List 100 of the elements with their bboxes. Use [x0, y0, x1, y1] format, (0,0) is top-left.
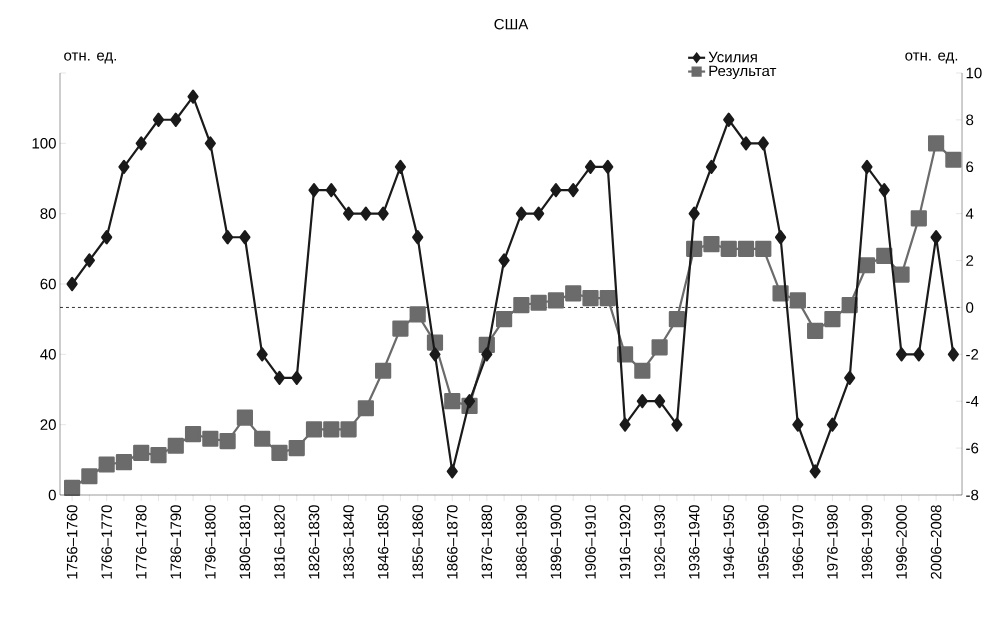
x-tick-label: 1916–1920	[619, 505, 631, 579]
point	[930, 230, 942, 245]
point	[305, 421, 323, 438]
point	[239, 230, 251, 245]
point	[222, 230, 234, 245]
point	[83, 253, 95, 268]
point	[584, 159, 597, 174]
point	[654, 394, 666, 409]
point	[858, 257, 876, 274]
point	[913, 347, 925, 362]
point	[688, 206, 700, 221]
point	[533, 206, 545, 221]
point	[515, 206, 527, 221]
x-tick-label: 1846–1850	[377, 505, 389, 579]
x-tick-label: 1776–1780	[135, 505, 147, 579]
point	[774, 230, 787, 245]
y-tick-label: 60	[40, 278, 56, 290]
point	[737, 240, 755, 257]
point	[98, 456, 115, 473]
point	[945, 151, 962, 168]
x-tick-label: 1896–1900	[550, 505, 562, 579]
y-tick-label: 40	[40, 349, 56, 360]
y2-tick-label: -6	[966, 442, 979, 454]
point	[202, 430, 219, 447]
point	[392, 320, 409, 337]
point	[755, 240, 772, 257]
y2-tick-label: 8	[966, 114, 974, 126]
point	[81, 468, 98, 485]
point	[927, 135, 945, 152]
legend-label: Усилия	[708, 51, 757, 63]
x-tick-label: 1886–1890	[516, 505, 527, 579]
y2-axis-title: отн. ед.	[905, 52, 958, 64]
x-tick-label: 1976–1980	[827, 505, 838, 579]
x-tick-label: 1856–1860	[412, 505, 423, 579]
y2-tick-label: 6	[966, 161, 974, 173]
point	[636, 394, 648, 409]
point	[809, 464, 821, 479]
point	[357, 400, 374, 417]
point	[444, 393, 461, 410]
x-tick-label: 1996–2000	[896, 505, 907, 579]
point	[705, 159, 718, 174]
point	[184, 425, 202, 443]
y2-tick-label: -8	[966, 489, 979, 501]
point	[602, 159, 614, 174]
x-tick-label: 1956–1960	[757, 505, 769, 579]
point	[824, 311, 841, 328]
point	[567, 183, 579, 198]
point	[446, 464, 458, 479]
y2-tick-label: 2	[966, 255, 974, 266]
x-tick-label: 1906–1910	[585, 505, 596, 579]
y-tick-label: 20	[40, 419, 56, 430]
point	[412, 230, 424, 245]
point	[152, 112, 165, 127]
point	[66, 276, 78, 292]
point	[910, 210, 927, 227]
point	[115, 454, 133, 471]
y-axis-title: отн. ед.	[64, 52, 116, 64]
point	[878, 183, 890, 198]
point	[101, 230, 113, 245]
x-tick-label: 1796–1800	[205, 505, 216, 579]
x-tick-label: 1946–1950	[723, 505, 735, 579]
point	[219, 432, 236, 450]
point	[288, 440, 305, 457]
point	[135, 136, 147, 151]
x-tick-label: 1876–1880	[481, 505, 493, 579]
point	[513, 297, 530, 314]
x-tick-label: 1986–1990	[861, 505, 873, 579]
point	[547, 292, 565, 309]
point	[723, 112, 735, 127]
point	[599, 289, 616, 307]
x-tick-label: 1826–1830	[308, 505, 320, 579]
point	[495, 311, 513, 328]
point	[254, 430, 271, 447]
point	[893, 266, 910, 283]
point	[720, 240, 737, 257]
point	[170, 112, 182, 127]
x-tick-label: 1806–1810	[239, 505, 251, 579]
point	[861, 159, 873, 174]
point	[187, 89, 199, 104]
y-tick-label: 100	[32, 138, 56, 149]
y2-tick-label: -2	[966, 349, 979, 360]
point	[844, 370, 856, 385]
point	[807, 322, 824, 339]
x-tick-label: 1786–1790	[170, 505, 182, 579]
point	[703, 236, 720, 253]
point	[323, 421, 340, 438]
point	[498, 253, 510, 268]
point	[740, 136, 752, 151]
point	[256, 347, 268, 362]
point	[463, 394, 476, 409]
point	[947, 347, 959, 362]
point	[582, 289, 599, 307]
point	[668, 311, 685, 328]
point	[409, 306, 426, 323]
x-tick-label: 2006–2008	[930, 505, 942, 579]
point	[619, 417, 631, 432]
point	[671, 417, 683, 432]
point	[394, 159, 407, 174]
point	[133, 444, 150, 461]
point	[360, 206, 372, 221]
